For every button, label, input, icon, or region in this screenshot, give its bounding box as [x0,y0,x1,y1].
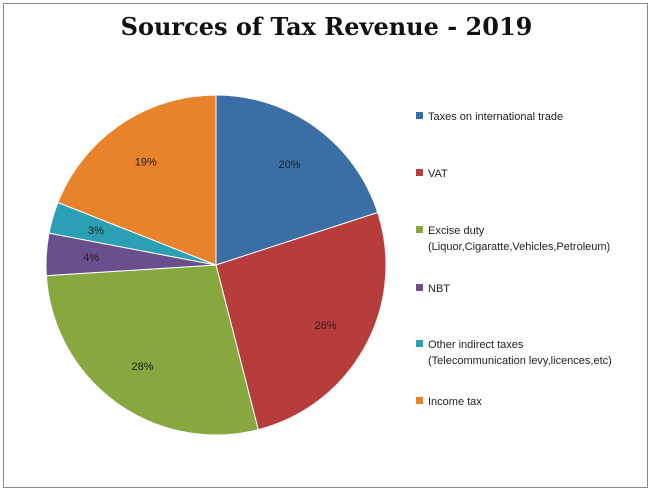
legend-label-name: Other indirect taxes [428,339,524,351]
legend-label-name: NBT [428,283,450,295]
legend-label: VAT [428,166,448,182]
legend-label-name: Excise duty [428,225,485,237]
legend-label-detail: (Telecommunication levy,licences,etc) [428,355,612,367]
data-label-income-tax: 19% [135,157,157,169]
legend-swatch [416,112,423,119]
data-label-other-indirect-taxes: 3% [88,225,104,237]
legend-label-name: VAT [428,168,448,180]
legend-label-detail: (Liquor,Cigaratte,Vehicles,Petroleum) [428,241,611,253]
legend-swatch [416,340,423,347]
data-label-excise-duty: 28% [132,361,154,373]
data-label-nbt: 4% [83,252,99,264]
data-label-vat: 26% [315,320,337,332]
pie-slice-taxes-on-international-trade [215,94,379,266]
pie-slice-vat [215,211,387,431]
data-label-taxes-on-international-trade: 20% [278,159,300,171]
legend-label-name: Taxes on international trade [428,111,564,123]
legend-label-name: Income tax [428,396,482,408]
legend-label: Excise duty (Liquor,Cigaratte,Vehicles,Pe… [428,223,610,255]
legend-swatch [416,284,423,291]
legend-label: Income tax [428,394,482,410]
legend-swatch [416,397,423,404]
legend-swatch [416,169,423,176]
pie-slice-income-tax [57,94,217,266]
legend-label: Taxes on international trade [428,109,563,125]
legend-swatch [416,226,423,233]
pie-slice-excise-duty [45,264,259,436]
legend-label: Other indirect taxes (Telecommunication l… [428,337,612,369]
legend-label: NBT [428,281,450,297]
chart-title: Sources of Tax Revenue - 2019 [120,12,533,41]
